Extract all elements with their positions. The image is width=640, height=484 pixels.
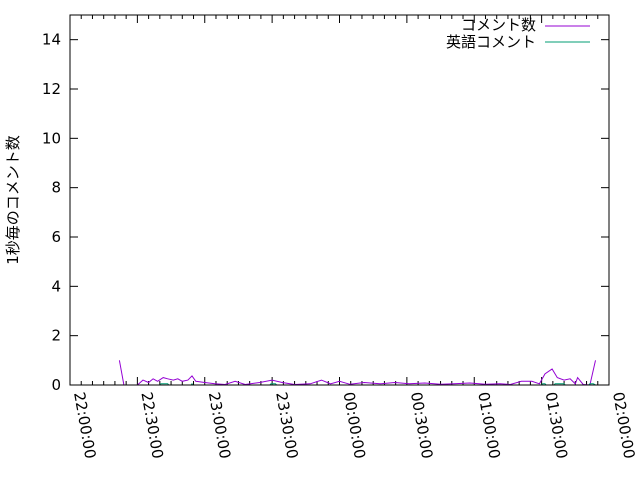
y-tick-label: 14 xyxy=(42,31,61,49)
x-tick-label: 00:30:00 xyxy=(407,391,436,460)
y-tick-label: 6 xyxy=(51,228,61,246)
y-tick-label: 0 xyxy=(51,376,61,394)
legend-label-comments: コメント数 xyxy=(461,16,536,34)
x-tick-label: 01:30:00 xyxy=(542,391,571,460)
x-tick-label: 22:30:00 xyxy=(137,391,166,460)
x-tick-label: 01:00:00 xyxy=(474,391,503,460)
y-tick-label: 12 xyxy=(42,80,61,98)
plot-lines xyxy=(118,360,596,386)
y-axis-ticks: 0 2 4 6 8 10 12 14 xyxy=(42,31,609,394)
series-line-0 xyxy=(118,360,596,386)
plot-border xyxy=(69,14,610,386)
legend: コメント数 英語コメント xyxy=(446,16,590,51)
y-tick-label: 10 xyxy=(42,129,61,147)
y-tick-label: 8 xyxy=(51,179,61,197)
legend-label-english: 英語コメント xyxy=(446,33,536,51)
x-axis-ticks: 22:00:00 22:30:00 23:00:00 23:30:00 00:00:00… xyxy=(69,15,638,460)
x-tick-label: 22:00:00 xyxy=(70,391,99,460)
y-tick-label: 2 xyxy=(51,327,61,345)
y-tick-label: 4 xyxy=(51,277,61,295)
x-tick-label: 23:30:00 xyxy=(272,391,301,460)
x-tick-label: 00:00:00 xyxy=(340,391,369,460)
y-axis-label: 1秒毎のコメント数 xyxy=(4,135,22,265)
x-tick-label: 23:00:00 xyxy=(205,391,234,460)
x-tick-label: 02:00:00 xyxy=(609,391,638,460)
